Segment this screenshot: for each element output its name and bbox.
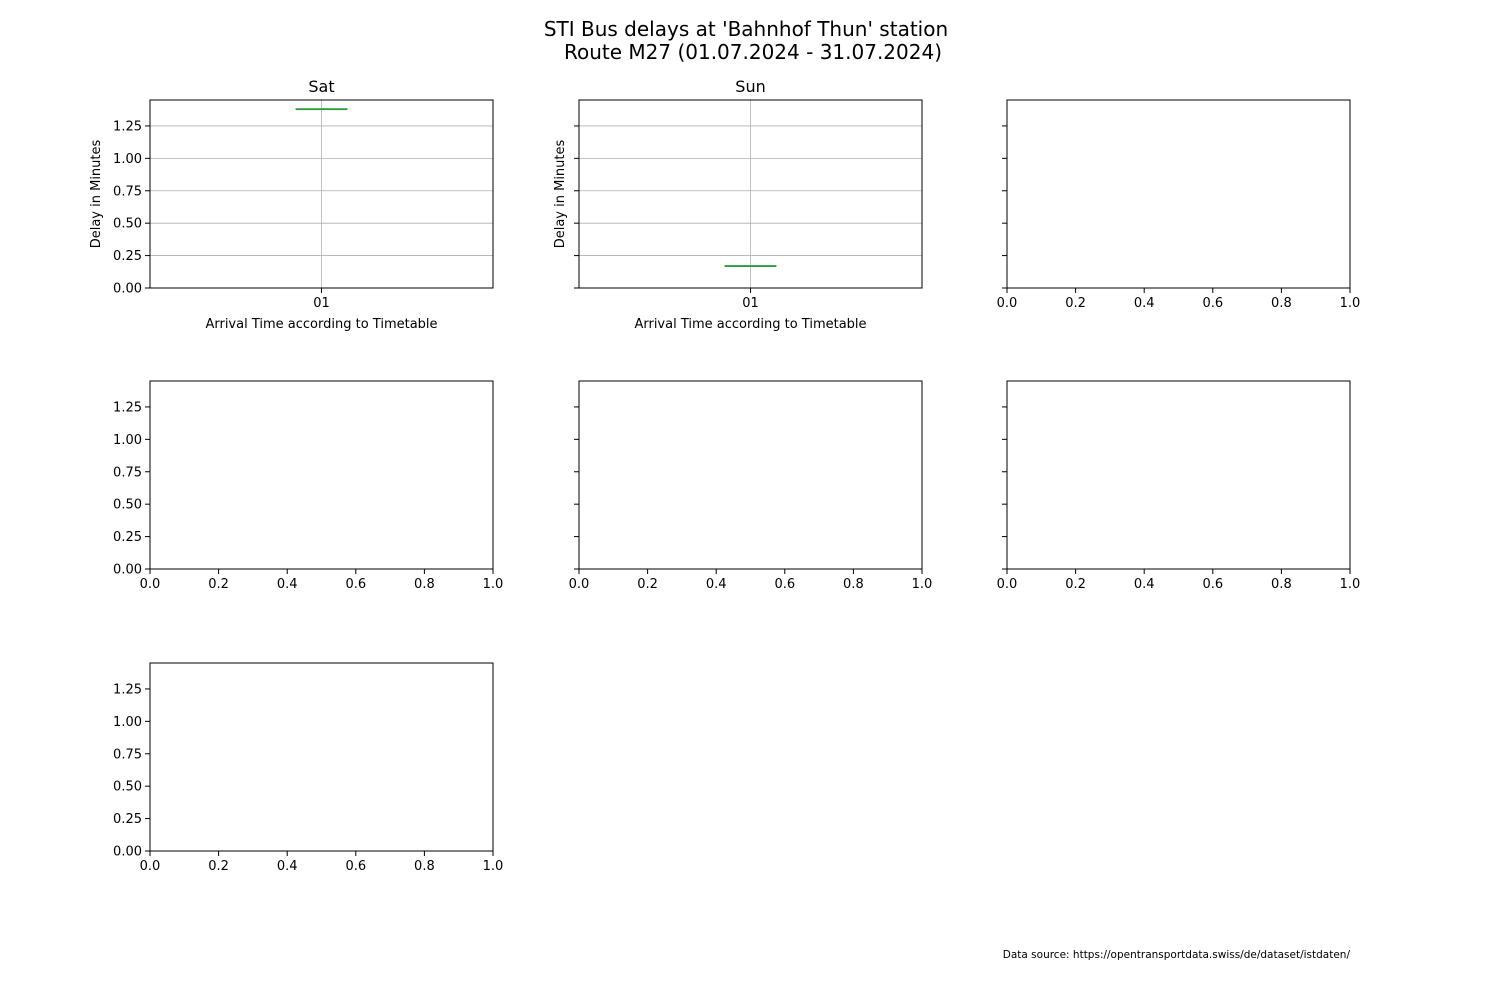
x-tick-label: 0.4 bbox=[1134, 577, 1155, 592]
figure-title-line-1: STI Bus delays at 'Bahnhof Thun' station bbox=[544, 17, 948, 41]
subplot-grid: Sat 0.00 0.25 0.50 0.75 1.00 1.25 01 Arrival Tim… bbox=[89, 77, 1360, 874]
y-tick-label: 1.25 bbox=[113, 400, 142, 415]
axes-frame bbox=[149, 380, 494, 570]
subplot-1: Sat 0.00 0.25 0.50 0.75 1.00 1.25 01 Arrival Tim… bbox=[89, 77, 494, 332]
x-tick-label: 0.8 bbox=[414, 577, 435, 592]
y-tick-label: 0.50 bbox=[113, 498, 142, 513]
x-tick-label: 0.6 bbox=[1202, 296, 1223, 311]
y-tick-label: 0.25 bbox=[113, 530, 142, 545]
x-tick-label: 0.6 bbox=[345, 859, 366, 874]
figure-title-line-2: Route M27 (01.07.2024 - 31.07.2024) bbox=[564, 40, 942, 64]
x-tick-label: 0.2 bbox=[208, 577, 229, 592]
y-tick-label: 1.00 bbox=[113, 152, 142, 167]
x-tick-label: 0.8 bbox=[1271, 577, 1292, 592]
subplot-5: 0.0 0.2 0.4 0.6 0.8 1.0 bbox=[569, 380, 933, 592]
axes-frame bbox=[149, 99, 494, 289]
axes-frame bbox=[1006, 99, 1351, 289]
x-tick-label: 0.0 bbox=[140, 577, 161, 592]
x-tick-label: 0.4 bbox=[1134, 296, 1155, 311]
x-tick-label: 0.6 bbox=[774, 577, 795, 592]
x-tick-label: 0.6 bbox=[1202, 577, 1223, 592]
axes-frame bbox=[149, 662, 494, 852]
x-tick-label: 0.6 bbox=[345, 577, 366, 592]
y-tick-label: 0.25 bbox=[113, 249, 142, 264]
x-tick-label: 01 bbox=[742, 296, 759, 311]
y-tick-label: 0.00 bbox=[113, 282, 142, 297]
x-tick-label: 0.2 bbox=[208, 859, 229, 874]
x-tick-label: 1.0 bbox=[483, 859, 504, 874]
x-tick-label: 01 bbox=[313, 296, 330, 311]
y-tick-label: 0.50 bbox=[113, 217, 142, 232]
subplot-4: 0.00 0.25 0.50 0.75 1.00 1.25 0.0 0.2 0.4 0.6 0.8 1… bbox=[113, 380, 504, 592]
x-tick-label: 0.0 bbox=[997, 296, 1018, 311]
x-tick-label: 1.0 bbox=[1340, 296, 1361, 311]
axes-frame bbox=[578, 380, 923, 570]
y-tick-label: 0.50 bbox=[113, 780, 142, 795]
axes-frame bbox=[1006, 380, 1351, 570]
subplot-6: 0.0 0.2 0.4 0.6 0.8 1.0 bbox=[997, 380, 1361, 592]
x-tick-label: 0.8 bbox=[843, 577, 864, 592]
x-tick-label: 0.2 bbox=[1065, 577, 1086, 592]
y-tick-label: 1.25 bbox=[113, 119, 142, 134]
data-source-footnote: Data source: https://opentransportdata.s… bbox=[1003, 949, 1351, 961]
y-tick-label: 0.00 bbox=[113, 563, 142, 578]
y-tick-label: 1.00 bbox=[113, 715, 142, 730]
x-axis-label: Arrival Time according to Timetable bbox=[205, 317, 437, 332]
y-tick-label: 0.75 bbox=[113, 465, 142, 480]
subplot-title: Sun bbox=[735, 77, 765, 96]
x-tick-label: 0.2 bbox=[1065, 296, 1086, 311]
x-tick-label: 0.2 bbox=[637, 577, 658, 592]
y-tick-label: 0.00 bbox=[113, 845, 142, 860]
x-tick-label: 0.8 bbox=[1271, 296, 1292, 311]
y-tick-label: 0.25 bbox=[113, 812, 142, 827]
subplot-title: Sat bbox=[308, 77, 334, 96]
x-tick-label: 0.0 bbox=[569, 577, 590, 592]
subplot-7: 0.00 0.25 0.50 0.75 1.00 1.25 0.0 0.2 0.4 0.6 0.8 1… bbox=[113, 662, 504, 874]
y-tick-label: 0.75 bbox=[113, 747, 142, 762]
x-tick-label: 0.4 bbox=[706, 577, 727, 592]
y-tick-label: 1.25 bbox=[113, 682, 142, 697]
x-axis-label: Arrival Time according to Timetable bbox=[634, 317, 866, 332]
y-axis-label: Delay in Minutes bbox=[89, 139, 104, 248]
y-tick-label: 0.75 bbox=[113, 184, 142, 199]
y-axis-label: Delay in Minutes bbox=[553, 139, 568, 248]
x-tick-label: 0.4 bbox=[277, 577, 298, 592]
y-tick-label: 1.00 bbox=[113, 433, 142, 448]
x-tick-label: 0.0 bbox=[997, 577, 1018, 592]
x-tick-label: 1.0 bbox=[912, 577, 933, 592]
axes-frame bbox=[578, 99, 923, 289]
x-tick-label: 1.0 bbox=[1340, 577, 1361, 592]
x-tick-label: 1.0 bbox=[483, 577, 504, 592]
subplot-2: Sun 01 Arrival Time according to Timetable… bbox=[553, 77, 923, 332]
subplot-3: 0.0 0.2 0.4 0.6 0.8 1.0 bbox=[997, 99, 1361, 311]
x-tick-label: 0.8 bbox=[414, 859, 435, 874]
x-tick-label: 0.0 bbox=[140, 859, 161, 874]
x-tick-label: 0.4 bbox=[277, 859, 298, 874]
